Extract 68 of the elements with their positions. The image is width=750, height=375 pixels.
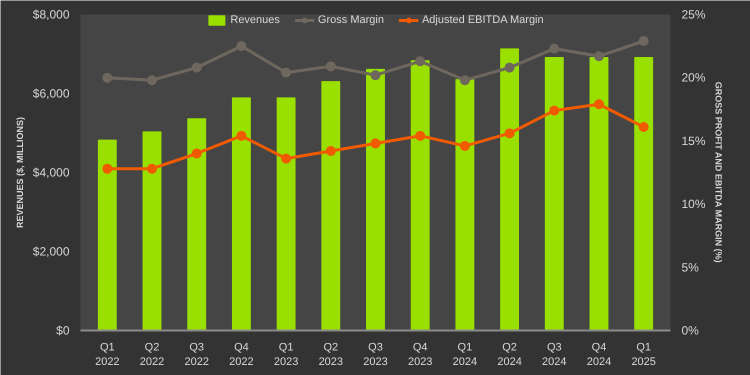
y-tick-label: $2,000 xyxy=(32,244,70,258)
bar xyxy=(276,97,296,330)
x-tick-label: Q1 2025 xyxy=(631,342,656,368)
point xyxy=(460,75,470,86)
x-tick-label: Q1 2022 xyxy=(95,342,120,368)
y-tick-label: $6,000 xyxy=(32,86,70,100)
point xyxy=(147,164,158,174)
x-tick-label: Q3 2024 xyxy=(542,342,567,368)
bar xyxy=(321,81,340,330)
x-tick-label: Q2 2022 xyxy=(140,342,164,368)
x-tick-label: Q1 2023 xyxy=(274,342,298,368)
x-tick-label: Q4 2023 xyxy=(408,342,432,368)
point xyxy=(236,41,246,52)
point xyxy=(102,164,112,174)
bar xyxy=(455,79,474,330)
point xyxy=(370,70,380,80)
y-axis-title: REVENUES ($, MILLIONS) xyxy=(14,116,25,228)
point xyxy=(415,56,426,66)
legend-label: Adjusted EBITDA Margin xyxy=(422,14,544,26)
point xyxy=(236,130,246,141)
x-tick-label: Q4 2024 xyxy=(586,342,612,368)
point xyxy=(326,61,336,72)
x-tick-label: Q4 2022 xyxy=(229,342,254,368)
bar xyxy=(590,57,608,330)
point xyxy=(504,62,515,73)
point xyxy=(594,99,604,110)
point xyxy=(281,68,292,78)
bar xyxy=(366,68,385,330)
point xyxy=(638,122,649,132)
y2-tick-label: 25% xyxy=(682,8,706,22)
bar xyxy=(500,48,520,330)
x-tick-label: Q1 2024 xyxy=(452,342,478,368)
point xyxy=(192,62,202,73)
x-tick-label: Q2 2024 xyxy=(497,342,522,368)
point xyxy=(326,146,336,156)
point xyxy=(549,106,560,116)
point xyxy=(504,128,515,138)
y-tick-label: $4,000 xyxy=(32,166,70,180)
point xyxy=(594,51,604,62)
bar xyxy=(142,131,162,330)
point xyxy=(415,130,426,141)
bar xyxy=(410,60,430,330)
point xyxy=(281,154,292,164)
y2-tick-label: 15% xyxy=(682,134,706,148)
bar xyxy=(634,57,654,330)
bar xyxy=(98,140,117,330)
legend-label: Gross Margin xyxy=(318,14,384,26)
x-tick-label: Q3 2023 xyxy=(363,342,388,368)
y2-axis-title: GROSS PROFIT AND EBITDA MARGIN (%) xyxy=(714,82,724,263)
y2-tick-label: 0% xyxy=(682,324,700,338)
bar xyxy=(544,57,564,330)
x-tick-label: Q3 2022 xyxy=(184,342,209,368)
point xyxy=(549,44,560,54)
x-tick-label: Q2 2023 xyxy=(318,342,344,368)
point xyxy=(192,148,202,159)
y2-tick-label: 20% xyxy=(682,70,706,85)
y-tick-label: $0 xyxy=(56,324,70,338)
y2-tick-label: 5% xyxy=(682,260,700,274)
bar xyxy=(187,118,206,330)
legend-label: Revenues xyxy=(230,14,280,26)
point xyxy=(638,36,649,46)
point xyxy=(102,72,112,83)
y2-tick-label: 10% xyxy=(682,197,706,212)
point xyxy=(370,138,380,148)
bar xyxy=(232,97,251,330)
point xyxy=(460,140,470,151)
point xyxy=(147,75,158,86)
y-tick-label: $8,000 xyxy=(32,8,70,22)
